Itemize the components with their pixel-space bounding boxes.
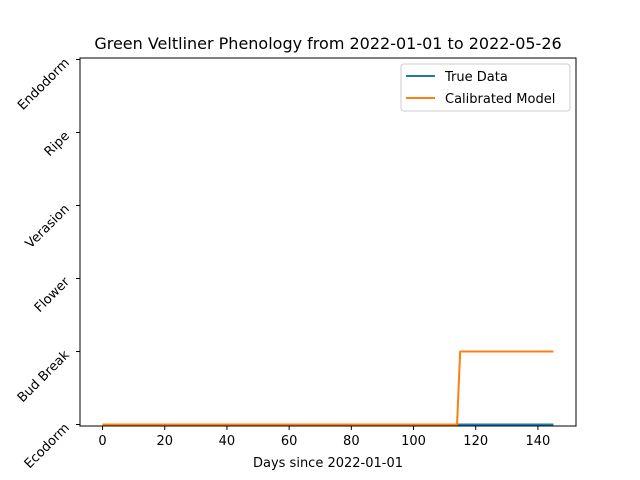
plot-frame xyxy=(79,57,577,427)
legend-label: True Data xyxy=(444,70,508,85)
x-tick-label: 40 xyxy=(219,434,236,449)
series-line-calibrated-model xyxy=(102,350,554,426)
x-tick-label: 120 xyxy=(463,434,488,449)
legend-box xyxy=(400,63,571,112)
chart-title: Green Veltliner Phenology from 2022-01-0… xyxy=(94,34,561,53)
x-tick-label: 140 xyxy=(525,434,550,449)
x-tick-label: 0 xyxy=(98,434,106,449)
legend-label: Calibrated Model xyxy=(445,92,555,107)
x-tick-label: 100 xyxy=(401,434,426,449)
x-tick-label: 60 xyxy=(281,434,298,449)
x-tick-label: 80 xyxy=(343,434,360,449)
x-axis-label: Days since 2022-01-01 xyxy=(253,456,403,471)
x-tick-label: 20 xyxy=(156,434,173,449)
